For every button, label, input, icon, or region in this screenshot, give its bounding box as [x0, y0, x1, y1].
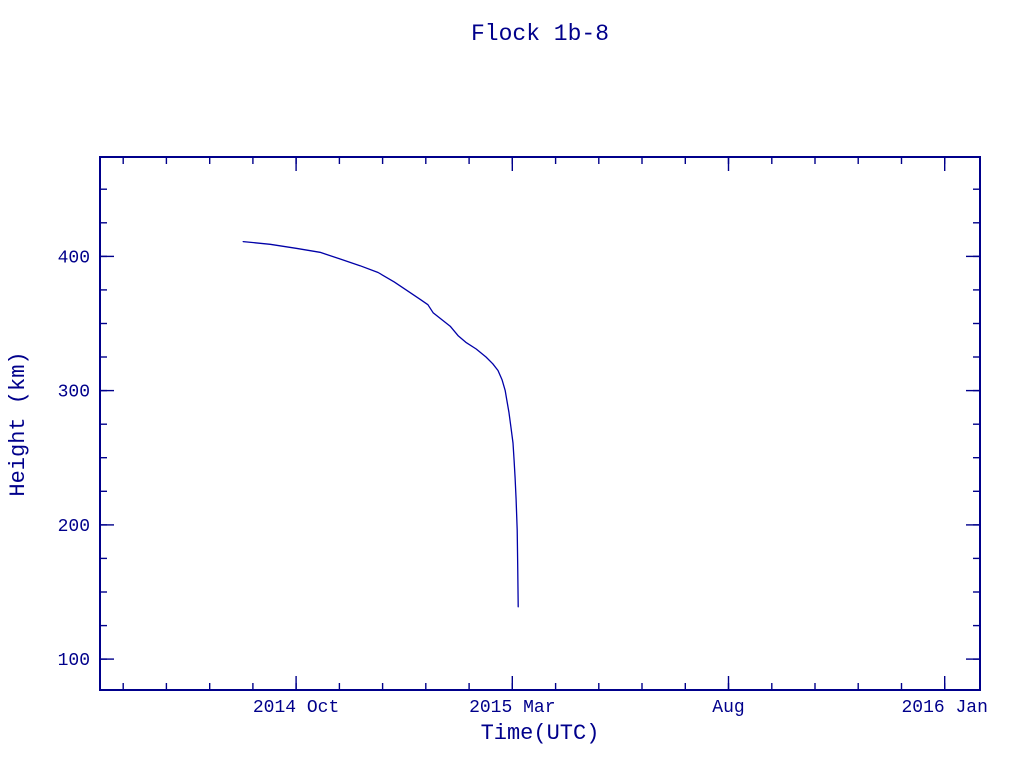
chart-title: Flock 1b-8 — [471, 21, 609, 47]
data-series — [242, 240, 519, 608]
axis-ticks — [100, 157, 980, 690]
tick-labels: 2014 Oct 2015 Mar Aug 2016 Jan 100 200 300 400 — [58, 248, 988, 718]
x-axis-label: Time(UTC) — [481, 721, 600, 746]
y-tick-label: 200 — [58, 517, 90, 537]
y-tick-label: 100 — [58, 651, 90, 671]
x-tick-label: 2016 Jan — [901, 698, 987, 718]
plot-frame-rect — [99, 156, 981, 691]
plot-frame — [99, 156, 981, 691]
y-tick-label: 300 — [58, 383, 90, 403]
data-line — [242, 240, 519, 608]
y-axis-label: Height (km) — [6, 351, 31, 496]
x-tick-label: 2015 Mar — [469, 698, 555, 718]
x-tick-label: 2014 Oct — [253, 698, 339, 718]
x-tick-label: Aug — [712, 698, 744, 718]
y-tick-label: 400 — [58, 248, 90, 268]
